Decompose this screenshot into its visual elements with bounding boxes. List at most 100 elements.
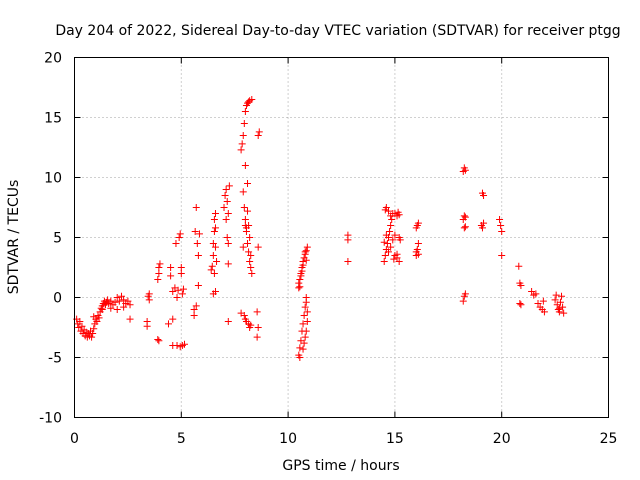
data-point (155, 270, 163, 277)
data-point (246, 258, 254, 265)
data-point (240, 120, 248, 127)
data-point (224, 210, 232, 217)
data-point (211, 224, 219, 232)
data-point (303, 308, 311, 316)
data-point (517, 301, 525, 309)
data-point (384, 207, 392, 215)
data-point (247, 252, 255, 259)
y-tick-label: 15 (44, 111, 62, 127)
data-point (302, 298, 310, 306)
data-point (299, 320, 307, 328)
data-point (344, 258, 352, 265)
data-point (169, 315, 177, 323)
y-tick-label: -5 (48, 351, 62, 367)
data-point (496, 216, 504, 223)
data-point (301, 248, 309, 256)
data-point (224, 240, 232, 247)
data-point (239, 243, 247, 251)
data-point (299, 345, 307, 353)
data-points (73, 96, 568, 361)
data-point (90, 313, 98, 321)
data-point (194, 252, 202, 259)
data-point (173, 294, 181, 301)
data-point (556, 298, 564, 306)
data-point (164, 320, 172, 328)
data-point (296, 276, 304, 283)
data-point (559, 303, 567, 311)
data-point (247, 264, 255, 271)
data-point (225, 182, 233, 190)
data-point (117, 292, 125, 300)
data-point (246, 234, 254, 241)
data-point (241, 162, 249, 169)
data-point (539, 297, 547, 305)
data-point (414, 219, 422, 227)
data-point (498, 252, 506, 259)
data-point (303, 243, 311, 251)
data-point (478, 224, 486, 232)
data-point (190, 312, 198, 319)
data-point (516, 300, 524, 307)
data-point (88, 333, 96, 341)
data-point (244, 207, 252, 215)
data-point (107, 297, 115, 305)
data-point (253, 333, 261, 341)
y-tick-label: 10 (44, 171, 62, 187)
data-point (193, 240, 201, 247)
data-point (248, 96, 256, 103)
data-point (155, 337, 163, 345)
y-tick-label: -10 (39, 411, 62, 427)
data-point (299, 261, 307, 269)
data-point (177, 264, 185, 271)
data-point (176, 230, 184, 238)
data-point (551, 296, 559, 304)
data-point (244, 180, 252, 187)
data-point (380, 238, 388, 246)
data-point (497, 222, 505, 229)
data-point (498, 228, 506, 235)
data-point (239, 132, 247, 139)
data-point (302, 247, 310, 255)
data-point (245, 222, 253, 229)
data-point (192, 302, 200, 310)
data-point (156, 260, 164, 268)
data-point (194, 282, 202, 289)
x-tick-label: 20 (493, 431, 511, 447)
data-point (239, 188, 247, 196)
data-point (480, 219, 488, 227)
data-point (195, 230, 203, 238)
x-tick-label: 10 (279, 431, 297, 447)
data-point (211, 210, 219, 217)
data-point (120, 303, 128, 311)
data-point (179, 285, 187, 293)
data-point (558, 292, 566, 300)
data-point (302, 327, 310, 335)
data-point (169, 288, 177, 295)
data-point (386, 228, 394, 235)
data-point (223, 234, 231, 241)
data-point (552, 291, 560, 299)
data-point (126, 301, 134, 309)
x-tick-label: 25 (600, 431, 618, 447)
data-point (460, 224, 468, 232)
data-point (528, 288, 536, 295)
data-point (517, 282, 525, 289)
data-point (93, 318, 101, 325)
data-point (254, 243, 262, 251)
data-point (391, 231, 399, 239)
data-point (298, 267, 306, 275)
data-point (224, 318, 232, 325)
data-point (295, 284, 303, 292)
data-point (211, 243, 219, 251)
data-point (177, 270, 185, 277)
data-point (154, 336, 162, 343)
data-point (89, 330, 97, 337)
data-point (192, 204, 200, 211)
data-point (178, 290, 186, 298)
x-tick-label: 0 (70, 431, 79, 447)
data-point (237, 309, 245, 317)
data-point (221, 192, 229, 199)
data-point (145, 290, 153, 298)
data-point (459, 297, 467, 305)
